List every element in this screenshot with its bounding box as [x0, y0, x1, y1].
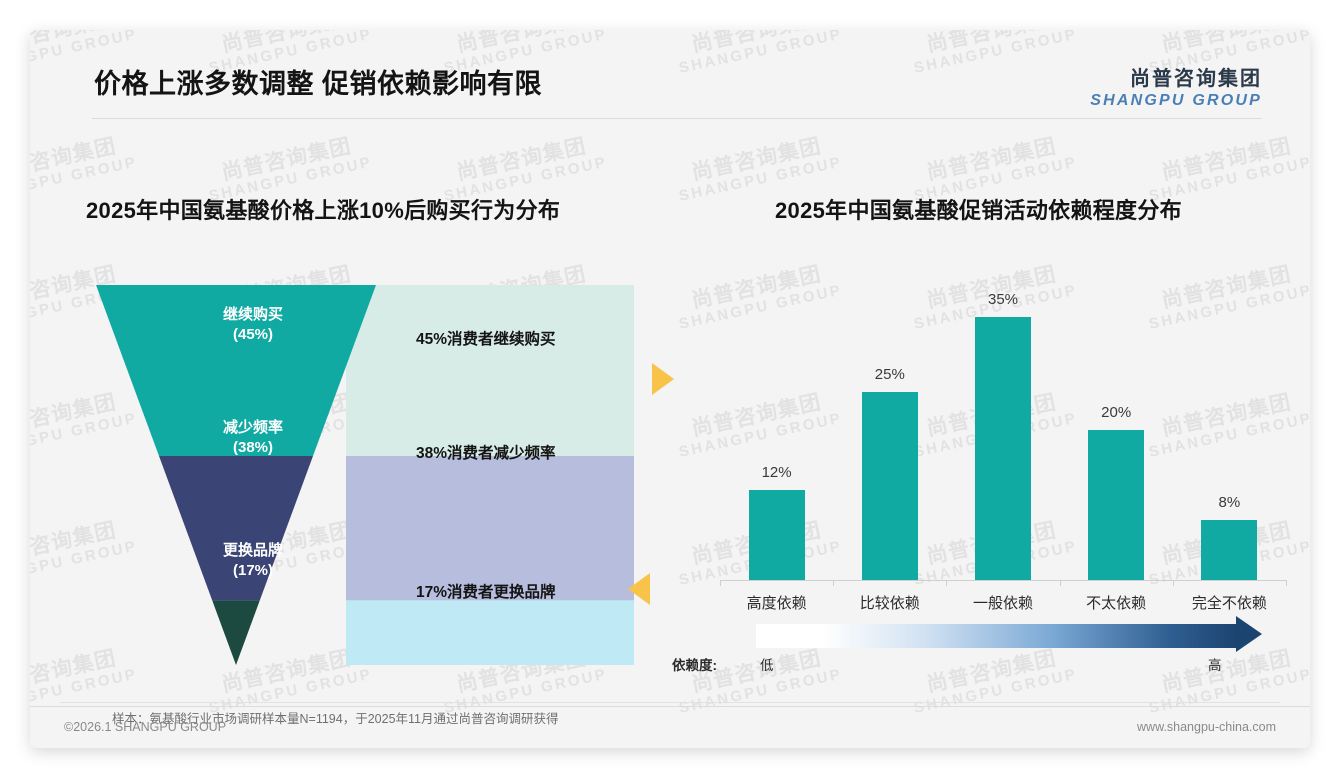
- legend-caption: 依赖度:: [672, 658, 717, 673]
- bar-chart: 12% 25% 35% 20% 8%: [720, 280, 1290, 580]
- bar-category-label: 一般依赖: [972, 595, 1033, 612]
- funnel-band-1: [346, 456, 634, 601]
- gradient-bar: [756, 624, 1236, 648]
- bar-column[interactable]: 25%: [861, 280, 918, 580]
- logo-chinese-text: 尚普咨询集团: [1130, 68, 1262, 90]
- play-right-triangle-icon: [652, 363, 674, 395]
- funnel-band-text-2: 17%消费者更换品牌: [416, 584, 556, 601]
- slide-card: 尚普咨询集团 SHANGPU GROUP 尚普咨询集团 SHANGPU GROUP 尚普…: [30, 30, 1310, 748]
- funnel-band-text-0: 45%消费者继续购买: [416, 331, 556, 348]
- bar-value-label: 12%: [761, 464, 792, 481]
- legend-high-label: 高: [1208, 658, 1222, 673]
- slide-header: 价格上涨多数调整 促销依赖影响有限 尚普咨询集团 SHANGPU GROUP: [30, 30, 1310, 120]
- bar-value-label: 8%: [1218, 494, 1241, 511]
- bar-rect[interactable]: [975, 317, 1031, 580]
- play-left-triangle-icon: [628, 573, 650, 605]
- legend-low-label: 低: [760, 658, 774, 673]
- dependency-gradient-legend: 依赖度: 低 高: [672, 616, 1290, 674]
- funnel-band-2: [346, 600, 634, 665]
- bar-column[interactable]: 12%: [748, 280, 805, 580]
- page-title: 价格上涨多数调整 促销依赖影响有限: [94, 69, 543, 99]
- bar-rect[interactable]: [748, 490, 805, 580]
- bar-column[interactable]: 35%: [975, 280, 1031, 580]
- axis-tick: [946, 580, 948, 586]
- footnote-text: 样本：氨基酸行业市场调研样本量N=1194，于2025年11月通过尚普咨询调研获…: [112, 712, 559, 726]
- footer-copyright: ©2026.1 SHANGPU GROUP: [64, 720, 227, 734]
- funnel-band-text-1: 38%消费者减少频率: [416, 445, 556, 462]
- bar-rect[interactable]: [1201, 520, 1258, 580]
- right-chart-title: 2025年中国氨基酸促销活动依赖程度分布: [775, 198, 1182, 223]
- bar-category-label: 完全不依赖: [1191, 595, 1267, 612]
- bar-category-label: 比较依赖: [859, 595, 920, 612]
- axis-tick: [1286, 580, 1287, 586]
- axis-tick: [720, 580, 721, 586]
- left-chart-title: 2025年中国氨基酸价格上涨10%后购买行为分布: [86, 198, 561, 223]
- bar-chart-axis: [720, 580, 1286, 581]
- bar-value-label: 25%: [874, 366, 905, 383]
- funnel-segment-1: [159, 456, 313, 601]
- funnel-chart: 继续购买 (45%) 减少频率 (38%) 更换品牌 (17%) 45%消费者继…: [86, 255, 696, 680]
- funnel-segment-0: [96, 285, 376, 456]
- bar-rect[interactable]: [1088, 430, 1145, 580]
- brand-logo: 尚普咨询集团 SHANGPU GROUP: [1090, 62, 1262, 110]
- footer-website: www.shangpu-china.com: [1137, 720, 1276, 734]
- logo-english-text: SHANGPU GROUP: [1090, 92, 1262, 109]
- axis-tick: [833, 580, 835, 586]
- slide-footer: ©2026.1 SHANGPU GROUP www.shangpu-china.…: [30, 706, 1310, 748]
- axis-tick: [1172, 580, 1174, 586]
- bar-value-label: 20%: [1101, 404, 1132, 421]
- bar-category-label: 不太依赖: [1086, 595, 1147, 612]
- footnote-divider: [60, 702, 1280, 703]
- bar-column[interactable]: 20%: [1088, 280, 1145, 580]
- axis-tick: [1059, 580, 1061, 586]
- bar-column[interactable]: 8%: [1201, 280, 1258, 580]
- funnel-svg: [96, 285, 634, 665]
- funnel-segment-2: [212, 600, 260, 665]
- gradient-arrow-icon: [1236, 616, 1262, 652]
- funnel-band-0: [346, 285, 634, 456]
- bar-value-label: 35%: [987, 291, 1019, 308]
- bar-rect[interactable]: [861, 392, 918, 580]
- bar-category-label: 高度依赖: [746, 595, 807, 612]
- header-divider: [92, 118, 1262, 119]
